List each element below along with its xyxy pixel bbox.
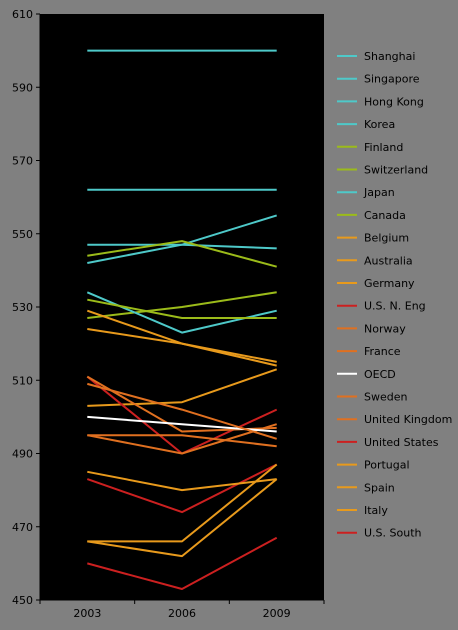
legend-label: Norway xyxy=(364,322,406,335)
x-tick-label: 2009 xyxy=(263,607,291,620)
series-line-norway xyxy=(87,423,277,455)
legend-label: Portugal xyxy=(364,459,410,472)
y-tick-label: 570 xyxy=(12,155,33,168)
legend-label: Hong Kong xyxy=(364,95,424,108)
legend-label: Canada xyxy=(364,209,406,222)
series-line-u-s-south xyxy=(87,536,278,590)
series-line-sweden xyxy=(87,382,277,440)
axes: 450 470 490 510 530 550 570 590 610 2003 2006 2009 xyxy=(12,8,325,620)
legend-label: Germany xyxy=(364,277,415,290)
legend-label: Shanghai xyxy=(364,50,415,63)
legend-label: Belgium xyxy=(364,232,409,245)
y-tick-label: 450 xyxy=(12,594,33,607)
series-line-finland xyxy=(87,240,277,268)
legend-label: Australia xyxy=(364,254,413,267)
x-tick-label: 2003 xyxy=(73,607,101,620)
series-line-switzerland xyxy=(87,291,277,319)
y-tick-label: 550 xyxy=(12,228,33,241)
legend-label: Spain xyxy=(364,481,395,494)
legend-label: United States xyxy=(364,436,439,449)
y-tick-label: 530 xyxy=(12,301,33,314)
legend-label: OECD xyxy=(364,368,396,381)
legend-label: Korea xyxy=(364,118,395,131)
legend-label: Finland xyxy=(364,141,403,154)
y-tick-label: 490 xyxy=(12,448,33,461)
series-line-canada xyxy=(87,298,277,319)
legend-label: Singapore xyxy=(364,73,420,86)
legend-label: Sweden xyxy=(364,391,407,404)
y-tick-label: 470 xyxy=(12,521,33,534)
series-line-italy xyxy=(87,478,278,558)
legend-label: France xyxy=(364,345,401,358)
legend-label: Italy xyxy=(364,504,388,517)
series-line-germany xyxy=(87,368,278,407)
series-line-australia xyxy=(87,328,277,367)
y-tick-label: 510 xyxy=(12,374,33,387)
legend-label: United Kingdom xyxy=(364,413,452,426)
series-line-portugal xyxy=(87,463,278,543)
series-line-united-kingdom xyxy=(87,434,277,448)
legend-label: Japan xyxy=(363,186,395,199)
legend: Shanghai Singapore Hong Kong Korea Finland Sw… xyxy=(337,50,452,540)
series-line-korea xyxy=(87,243,277,250)
x-tick-label: 2006 xyxy=(168,607,196,620)
legend-label: U.S. South xyxy=(364,527,422,540)
series-line-united-states xyxy=(86,463,278,514)
legend-label: U.S. N. Eng xyxy=(364,300,426,313)
y-tick-label: 610 xyxy=(12,8,33,21)
series-line-spain xyxy=(87,470,277,492)
y-tick-label: 590 xyxy=(12,81,33,94)
series-layer xyxy=(86,49,278,590)
legend-label: Switzerland xyxy=(364,164,428,177)
